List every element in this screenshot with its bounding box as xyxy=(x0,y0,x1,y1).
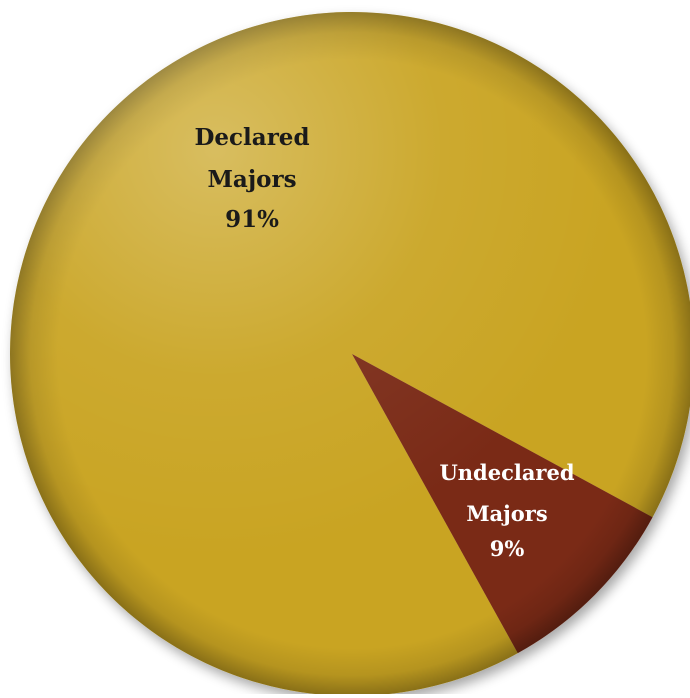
pie-highlight xyxy=(10,12,690,696)
slice-label-undeclared-majors: Undeclared Majors 9% xyxy=(439,460,574,561)
pie-labels: Declared Majors 91% Undeclared Majors 9% xyxy=(194,124,574,561)
slice-label-declared-majors: Declared Majors 91% xyxy=(194,124,309,233)
slice-value-label: 91% xyxy=(225,206,279,233)
slice-value-label: 9% xyxy=(490,536,525,561)
slice-label-line1: Undeclared xyxy=(439,460,574,485)
slice-label-line2: Majors xyxy=(466,501,547,526)
slice-label-line2: Majors xyxy=(207,166,296,193)
slice-label-line1: Declared xyxy=(194,124,309,151)
